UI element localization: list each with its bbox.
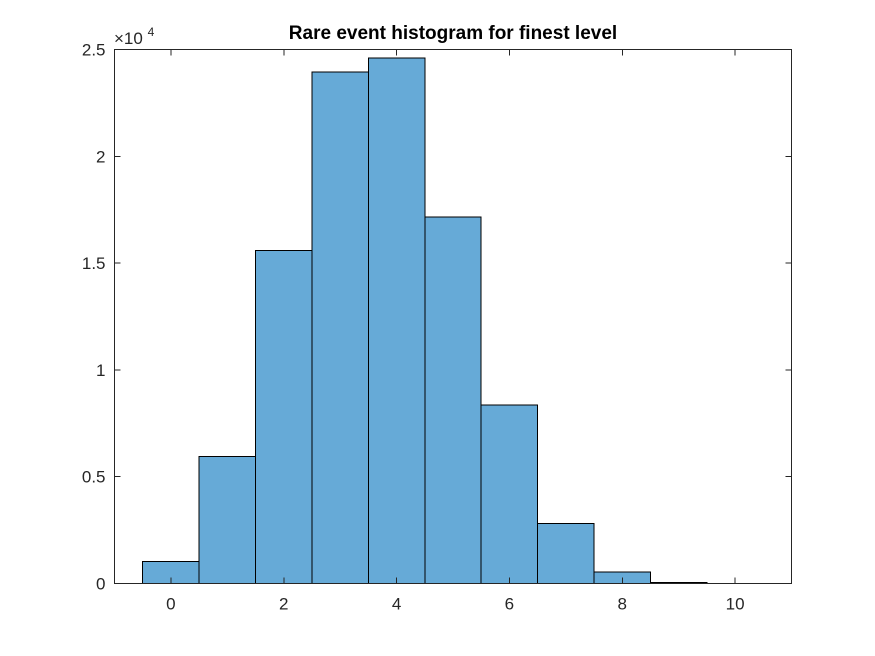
plot-box [114, 49, 792, 584]
x-tick-label: 8 [618, 595, 627, 614]
y-exponent-base: ×10 [114, 29, 143, 48]
x-tick-label: 4 [392, 595, 401, 614]
histogram-bar [255, 249, 313, 584]
y-tick-label: 1 [96, 361, 105, 380]
y-tick-label: 2.5 [82, 41, 106, 60]
axes [114, 49, 792, 584]
chart-title: Rare event histogram for finest level [289, 23, 617, 44]
y-tick-label: 1.5 [82, 254, 106, 273]
x-tick-label: 2 [279, 595, 288, 614]
x-tick-label: 0 [166, 595, 175, 614]
svg-text:×10 4: ×10 4 [114, 25, 155, 48]
histogram-bar [537, 523, 595, 585]
y-exponent-label: ×10 4 [114, 25, 155, 48]
histogram-bar [367, 57, 426, 584]
y-tick-label: 0 [96, 575, 105, 594]
y-exponent-power: 4 [148, 25, 155, 39]
y-tick-label: 2 [96, 147, 105, 166]
histogram-bar [198, 455, 257, 584]
bar-group [142, 57, 708, 585]
histogram-bar [424, 216, 482, 584]
histogram-bar [480, 404, 539, 585]
y-tick-label: 0.5 [82, 468, 106, 487]
y-axis-ticks: 0 0.5 1 1.5 2 2.5 [82, 41, 792, 594]
x-tick-label: 10 [726, 595, 745, 614]
histogram-bar [311, 71, 369, 584]
x-tick-label: 6 [505, 595, 514, 614]
x-axis-ticks: 0 2 4 6 8 10 [166, 49, 745, 614]
